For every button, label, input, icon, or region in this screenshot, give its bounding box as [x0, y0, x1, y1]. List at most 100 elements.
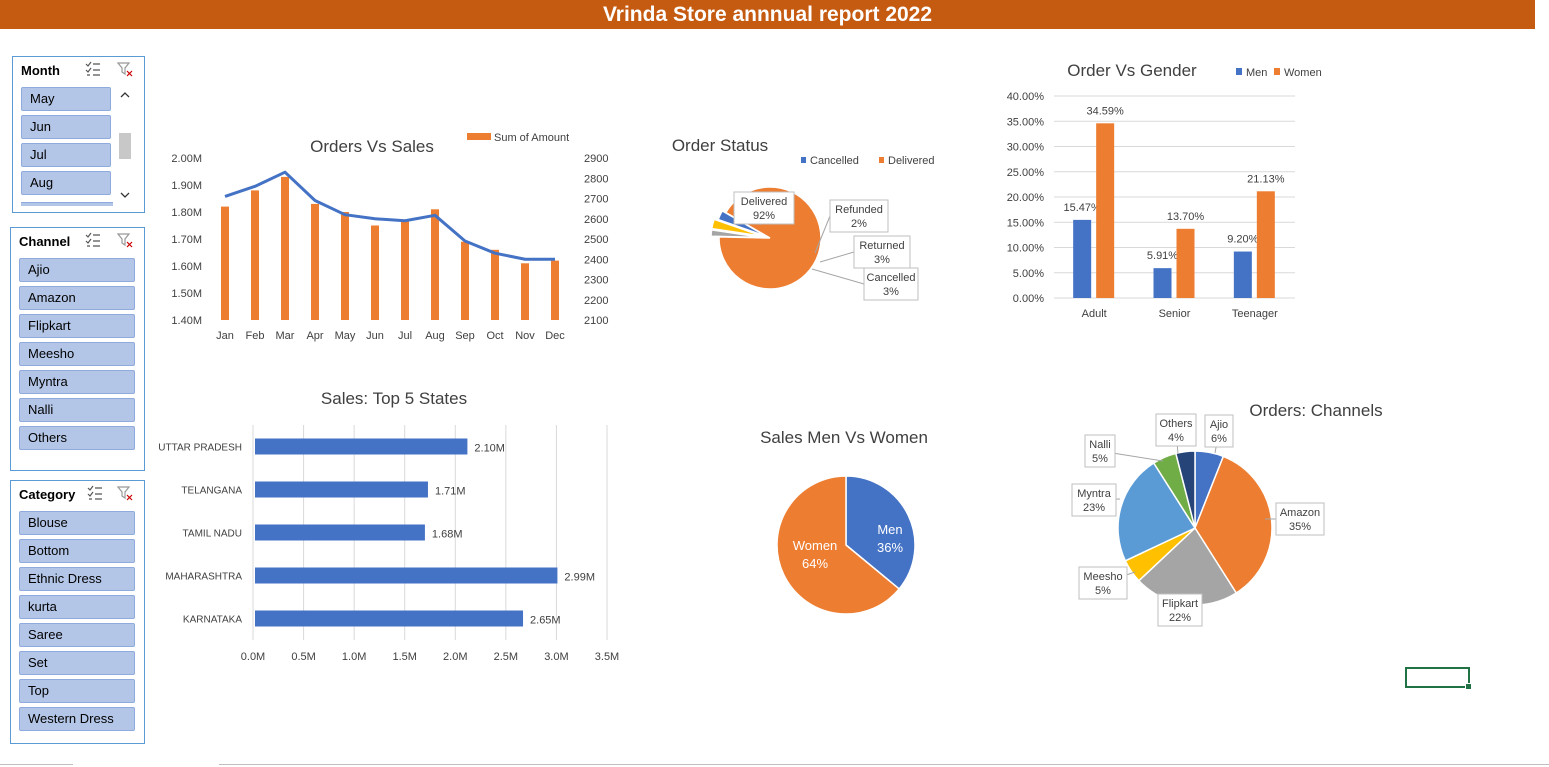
leader-line: [811, 268, 865, 285]
category-slicer-item[interactable]: Saree: [19, 623, 135, 647]
clear-filter-icon[interactable]: [117, 232, 133, 248]
clear-filter-icon[interactable]: [117, 485, 133, 501]
x-tick-label: Feb: [246, 330, 265, 342]
data-label: 9.20%: [1227, 234, 1258, 246]
data-label: Myntra: [1077, 488, 1112, 500]
multi-select-icon[interactable]: [87, 485, 103, 501]
y-tick-label: 0.00%: [1013, 293, 1044, 305]
channel-slicer-item[interactable]: Flipkart: [19, 314, 135, 338]
y-tick-label: 40.00%: [1007, 91, 1045, 103]
category-slicer-item[interactable]: Blouse: [19, 511, 135, 535]
x-tick-label: 0.5M: [291, 651, 315, 663]
selected-cell[interactable]: [1405, 667, 1472, 690]
legend-label: Sum of Amount: [494, 132, 569, 144]
order-vs-gender-chart[interactable]: Order Vs Gender Men Women 40.00% 35.00% 30.00…: [1000, 55, 1340, 325]
y-tick-label: KARNATAKA: [183, 615, 242, 626]
bar: [1176, 228, 1195, 298]
month-slicer-item[interactable]: Jun: [21, 115, 111, 139]
data-label: 23%: [1083, 502, 1105, 514]
orders-channels-chart[interactable]: Orders: Channels Ajio 6% Amazon 35% Flipkart 2…: [1060, 395, 1410, 635]
month-slicer-item[interactable]: Aug: [21, 171, 111, 195]
legend-swatch: [1236, 68, 1242, 75]
y-tick-label: 1.60M: [171, 261, 202, 273]
orders-vs-sales-chart[interactable]: Orders Vs Sales Sum of Amount 2.00M 1.90M 1.…: [160, 125, 620, 350]
multi-select-icon[interactable]: [85, 61, 101, 77]
gender-slice: [776, 475, 901, 615]
data-label: Flipkart: [1162, 598, 1198, 610]
y-tick-label: 30.00%: [1007, 142, 1045, 154]
channel-slicer-item[interactable]: Others: [19, 426, 135, 450]
legend-swatch: [467, 133, 491, 140]
channel-slice: [1194, 455, 1273, 595]
multi-select-icon[interactable]: [85, 232, 101, 248]
category-slicer-item[interactable]: Bottom: [19, 539, 135, 563]
leader-line: [819, 251, 855, 263]
x-tick-label: Dec: [545, 330, 565, 342]
category-slicer-item[interactable]: kurta: [19, 595, 135, 619]
category-slicer-title: Category: [19, 487, 76, 502]
y2-tick-label: 2800: [584, 173, 608, 185]
bar: [1256, 191, 1275, 298]
status-slice: [710, 218, 763, 237]
leader-line: [814, 215, 831, 254]
channel-slicer[interactable]: Channel Ajio Amazon Flipkart Meesho Myntra Na…: [10, 227, 145, 471]
data-label: 64%: [802, 556, 828, 571]
bar: [221, 206, 229, 320]
report-title: Vrinda Store annnual report 2022: [0, 0, 1535, 29]
sales-top-states-chart[interactable]: Sales: Top 5 States 0.0M 0.5M 1.0M 1.5M 2.0M 2…: [155, 385, 635, 670]
sales-men-vs-women-chart[interactable]: Sales Men Vs Women Men 36% Women 64%: [740, 420, 950, 625]
data-label: 5.91%: [1147, 250, 1178, 262]
data-label: 2.65M: [530, 615, 561, 627]
bar: [401, 220, 409, 320]
x-tick-label: 1.0M: [342, 651, 366, 663]
category-slicer-item[interactable]: Western Dress: [19, 707, 135, 731]
y-tick-label: 35.00%: [1007, 116, 1045, 128]
y2-tick-label: 2500: [584, 234, 608, 246]
channel-slicer-item[interactable]: Nalli: [19, 398, 135, 422]
category-slicer-item[interactable]: Set: [19, 651, 135, 675]
y-tick-label: 1.50M: [171, 288, 202, 300]
data-label-box: [1275, 502, 1325, 536]
data-label: 13.70%: [1167, 211, 1205, 223]
channel-slice: [1174, 450, 1196, 529]
sheet-tab-line: [219, 764, 1549, 765]
x-tick-label: 3.0M: [544, 651, 568, 663]
data-label: Men: [877, 522, 902, 537]
category-slicer-item[interactable]: Top: [19, 679, 135, 703]
month-slicer-scrollbar[interactable]: [118, 87, 132, 203]
bar: [255, 610, 524, 627]
chart-title: Orders: Channels: [1249, 401, 1382, 420]
x-tick-label: Oct: [486, 330, 503, 342]
bar: [281, 176, 289, 320]
y2-tick-label: 2400: [584, 254, 608, 266]
legend-label: Men: [1246, 67, 1267, 79]
channel-slicer-item[interactable]: Meesho: [19, 342, 135, 366]
data-label: 1.68M: [432, 529, 463, 541]
channel-slicer-item[interactable]: Amazon: [19, 286, 135, 310]
y2-tick-label: 2100: [584, 315, 608, 327]
bar: [431, 209, 439, 320]
data-label: 4%: [1168, 432, 1184, 444]
order-status-chart[interactable]: Order Status Cancelled Delivered Delivered 9…: [660, 130, 950, 310]
category-slicer-item[interactable]: Ethnic Dress: [19, 567, 135, 591]
x-tick-label: Teenager: [1232, 308, 1278, 320]
bar: [461, 241, 469, 320]
x-tick-label: 2.0M: [443, 651, 467, 663]
clear-filter-icon[interactable]: [117, 61, 133, 77]
y2-tick-label: 2700: [584, 194, 608, 206]
y2-tick-label: 2900: [584, 153, 608, 165]
data-label: Returned: [859, 240, 904, 252]
month-slicer[interactable]: Month May Jun Jul Aug: [12, 56, 145, 213]
month-slicer-item[interactable]: Jul: [21, 143, 111, 167]
category-slicer[interactable]: Category Blouse Bottom Ethnic Dress kurta Sa…: [10, 480, 145, 744]
status-slice: [710, 229, 763, 239]
y-tick-label: 20.00%: [1007, 192, 1045, 204]
x-tick-label: Jul: [398, 330, 412, 342]
channel-slicer-item[interactable]: Ajio: [19, 258, 135, 282]
month-slicer-item[interactable]: May: [21, 87, 111, 111]
channel-slicer-item[interactable]: Myntra: [19, 370, 135, 394]
data-label-box: [829, 199, 889, 233]
data-label: 35%: [1289, 521, 1311, 533]
data-label: 34.59%: [1087, 105, 1125, 117]
y-tick-label: 1.90M: [171, 180, 202, 192]
